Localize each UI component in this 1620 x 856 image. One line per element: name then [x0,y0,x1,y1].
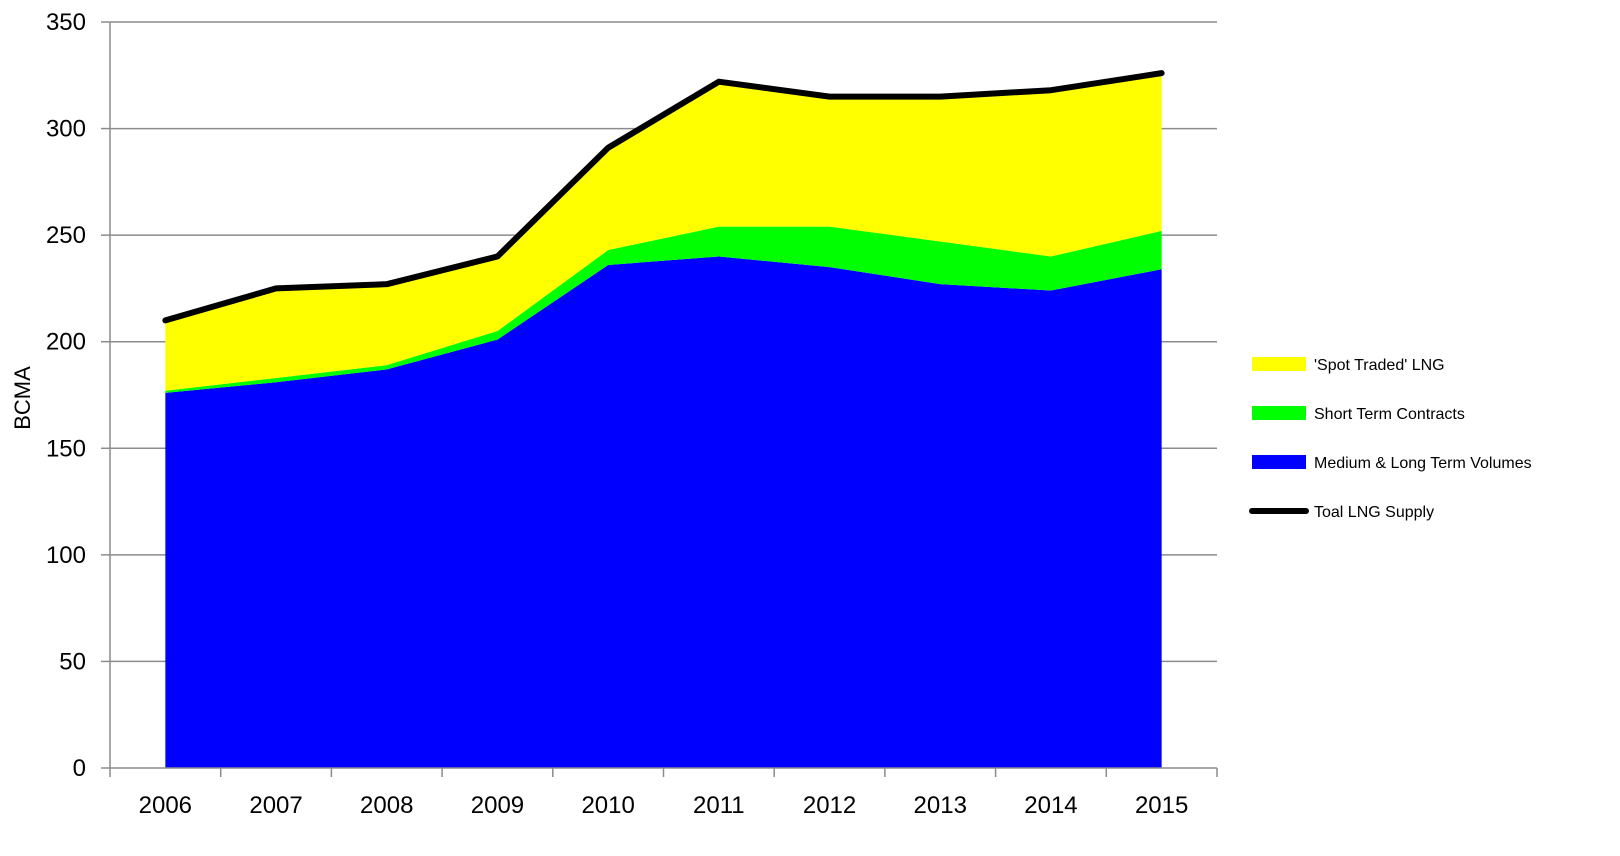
y-tick-label-250: 250 [46,222,86,249]
legend-item-short-term-contracts: Short Term Contracts [1252,406,1465,423]
y-tick-label-300: 300 [46,116,86,143]
area-medium-long-term-volumes [165,256,1162,768]
x-tick-label-2010: 2010 [581,792,634,819]
x-tick-label-2012: 2012 [803,792,856,819]
legend: 'Spot Traded' LNG Short Term Contracts Med… [1249,357,1532,521]
line-toal-lng-supply [162,70,1165,324]
axes [101,21,1218,777]
x-tick-label-2009: 2009 [471,792,524,819]
legend-swatch-medium-long-term-volumes [1252,455,1306,469]
x-tick-label-2008: 2008 [360,792,413,819]
area-short-term-contracts [165,226,1162,393]
x-tick-label-2013: 2013 [914,792,967,819]
x-tick-labels: 2006 2007 2008 2009 2010 2011 2012 2013 2014 2015 [139,792,1189,819]
legend-label-short-term-contracts: Short Term Contracts [1314,406,1465,423]
y-tick-label-350: 350 [46,9,86,36]
y-tick-label-0: 0 [73,755,86,782]
legend-swatch-spot-traded-lng [1252,357,1306,371]
x-tick-label-2011: 2011 [693,792,745,819]
x-tick-label-2014: 2014 [1024,792,1077,819]
x-tick-label-2015: 2015 [1135,792,1188,819]
x-tick-label-2007: 2007 [249,792,302,819]
legend-label-medium-long-term-volumes: Medium & Long Term Volumes [1314,455,1532,472]
y-tick-label-100: 100 [46,542,86,569]
x-tick-label-2006: 2006 [139,792,192,819]
legend-label-spot-traded-lng: 'Spot Traded' LNG [1314,357,1445,374]
stacked-areas [165,73,1162,768]
y-tick-label-150: 150 [46,435,86,462]
y-axis-title: BCMA [10,366,35,430]
y-tick-label-200: 200 [46,329,86,356]
y-tick-labels: 0 50 100 150 200 250 300 350 [46,9,86,782]
legend-item-spot-traded-lng: 'Spot Traded' LNG [1252,357,1445,374]
area-spot-traded-lng [165,73,1162,391]
legend-swatch-short-term-contracts [1252,406,1306,420]
legend-label-toal-lng-supply: Toal LNG Supply [1314,504,1434,521]
total-line-layer [162,70,1165,324]
legend-item-toal-lng-supply: Toal LNG Supply [1249,504,1434,521]
legend-item-medium-long-term-volumes: Medium & Long Term Volumes [1252,455,1532,472]
y-tick-label-50: 50 [59,648,86,675]
